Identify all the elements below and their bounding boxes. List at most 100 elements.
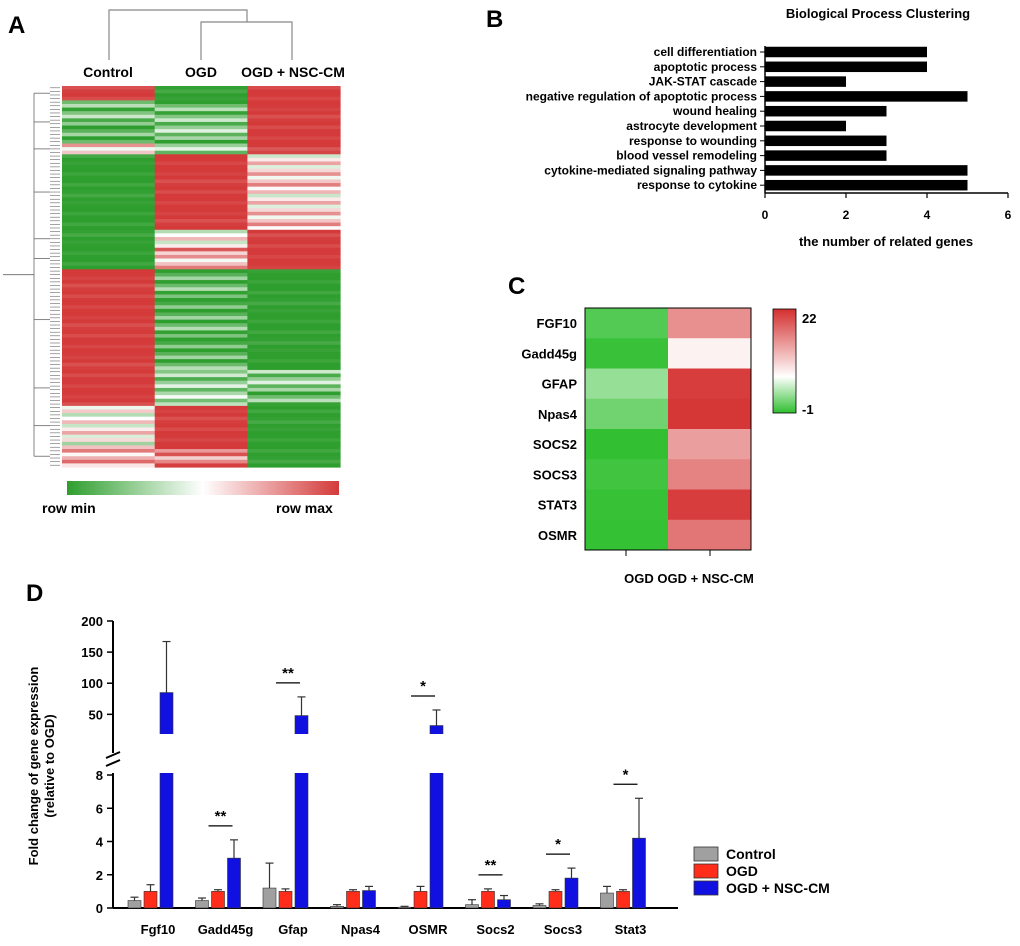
heatmap-cell [62, 416, 156, 421]
bar [227, 857, 241, 909]
bar [532, 905, 547, 909]
y-tick-label: 0 [96, 901, 103, 916]
heatmap-c-scale-max: 22 [802, 311, 816, 326]
heatmap-cell [62, 305, 156, 310]
heatmap-cell [62, 452, 156, 457]
heatmap-cell [62, 351, 156, 357]
heatmap-cell [247, 337, 341, 342]
heatmap-cell [247, 391, 341, 396]
heatmap-cell [154, 431, 248, 436]
heatmap-cell [62, 449, 156, 454]
category-label: Socs2 [476, 922, 514, 937]
heatmap-c-row-label: Gadd45g [521, 346, 577, 361]
category-label: response to cytokine [637, 178, 757, 192]
legend-label: Control [726, 846, 776, 862]
heatmap-cell [247, 423, 341, 429]
heatmap-cell [154, 226, 248, 231]
heatmap-cell [247, 190, 341, 195]
bar [195, 900, 209, 909]
heatmap-cell [247, 341, 341, 346]
heatmap-cell [247, 416, 341, 421]
heatmap-cell [247, 201, 341, 206]
heatmap-cell [154, 161, 248, 166]
heatmap-cell [62, 380, 156, 385]
heatmap-cell [154, 121, 248, 127]
heatmap-cell [247, 175, 341, 181]
heatmap-cell [247, 193, 341, 199]
heatmap-cell [247, 459, 341, 465]
heatmap-cell [154, 434, 248, 439]
heatmap-cell [62, 463, 156, 468]
heatmap-cell [62, 172, 156, 177]
heatmap-c-columns-label: OGD OGD + NSC-CM [624, 571, 754, 586]
heatmap-cell [154, 463, 248, 468]
y-tick-label: 2 [96, 868, 103, 883]
chart-b-bars [765, 46, 968, 191]
heatmap-cell [154, 391, 248, 396]
heatmap-cell [154, 229, 248, 234]
heatmap-cell [62, 344, 156, 349]
heatmap-cell [154, 441, 248, 447]
heatmap-cell [154, 136, 248, 141]
heatmap-c-cell [585, 368, 668, 400]
heatmap-cell [247, 254, 341, 260]
heatmap-cell [154, 193, 248, 199]
heatmap-cell [62, 262, 156, 267]
heatmap-a: Control OGD OGD + NSC-CM row min row max [3, 9, 345, 516]
bar-chart-b: Biological Process Clustering cell diffe… [526, 6, 1012, 249]
heatmap-cell [154, 222, 248, 227]
bar-break-gap [294, 734, 309, 773]
heatmap-cell [154, 366, 248, 371]
heatmap-cell [247, 236, 341, 242]
heatmap-cell [62, 272, 156, 278]
heatmap-cell [62, 359, 156, 364]
heatmap-c-cell [585, 398, 668, 430]
heatmap-cell [154, 183, 248, 188]
heatmap-c-cells: FGF10 Gadd45g GFAP Npas4 SOCS2 SOCS3 STAT3 OSMR [521, 308, 751, 551]
heatmap-cell [154, 355, 248, 360]
category-label: blood vessel remodeling [616, 149, 757, 163]
heatmap-cell [62, 402, 156, 407]
column-label-nsc: OGD + NSC-CM [241, 64, 345, 80]
heatmap-cell [247, 265, 341, 270]
heatmap-cell [62, 96, 156, 101]
heatmap-cell [154, 359, 248, 364]
heatmap-cell [62, 204, 156, 209]
heatmap-cell [247, 161, 341, 166]
heatmap-cell [154, 201, 248, 206]
heatmap-cell [62, 294, 156, 299]
heatmap-cell [247, 398, 341, 403]
heatmap-cell [62, 427, 156, 432]
heatmap-cell [154, 283, 248, 288]
heatmap-cell [247, 229, 341, 234]
heatmap-cell [247, 251, 341, 256]
heatmap-cell [247, 395, 341, 400]
heatmap-cell [247, 247, 341, 252]
bar [765, 91, 968, 102]
heatmap-cell [247, 272, 341, 278]
bar [330, 906, 344, 909]
heatmap-cell [154, 111, 248, 116]
heatmap-cell [247, 377, 341, 382]
heatmap-cell [154, 380, 248, 385]
heatmap-cell [154, 118, 248, 123]
category-label: Gfap [278, 922, 308, 937]
heatmap-cell [62, 118, 156, 123]
heatmap-cell [247, 445, 341, 450]
heatmap-cell [247, 301, 341, 306]
heatmap-cell [247, 312, 341, 317]
heatmap-cell [247, 298, 341, 303]
heatmap-cell [154, 272, 248, 278]
y-tick-label: 100 [81, 676, 103, 691]
heatmap-cell [154, 405, 248, 411]
axis-break-mark [105, 751, 121, 759]
heatmap-cell [154, 244, 248, 249]
heatmap-cell [247, 387, 341, 393]
heatmap-cell [154, 351, 248, 357]
heatmap-cell [247, 154, 341, 159]
chart-d-significance: ********* [208, 665, 638, 876]
heatmap-cell [62, 330, 156, 335]
bar [616, 891, 630, 909]
heatmap-c-row-label: FGF10 [537, 316, 577, 331]
heatmap-cell [247, 111, 341, 116]
